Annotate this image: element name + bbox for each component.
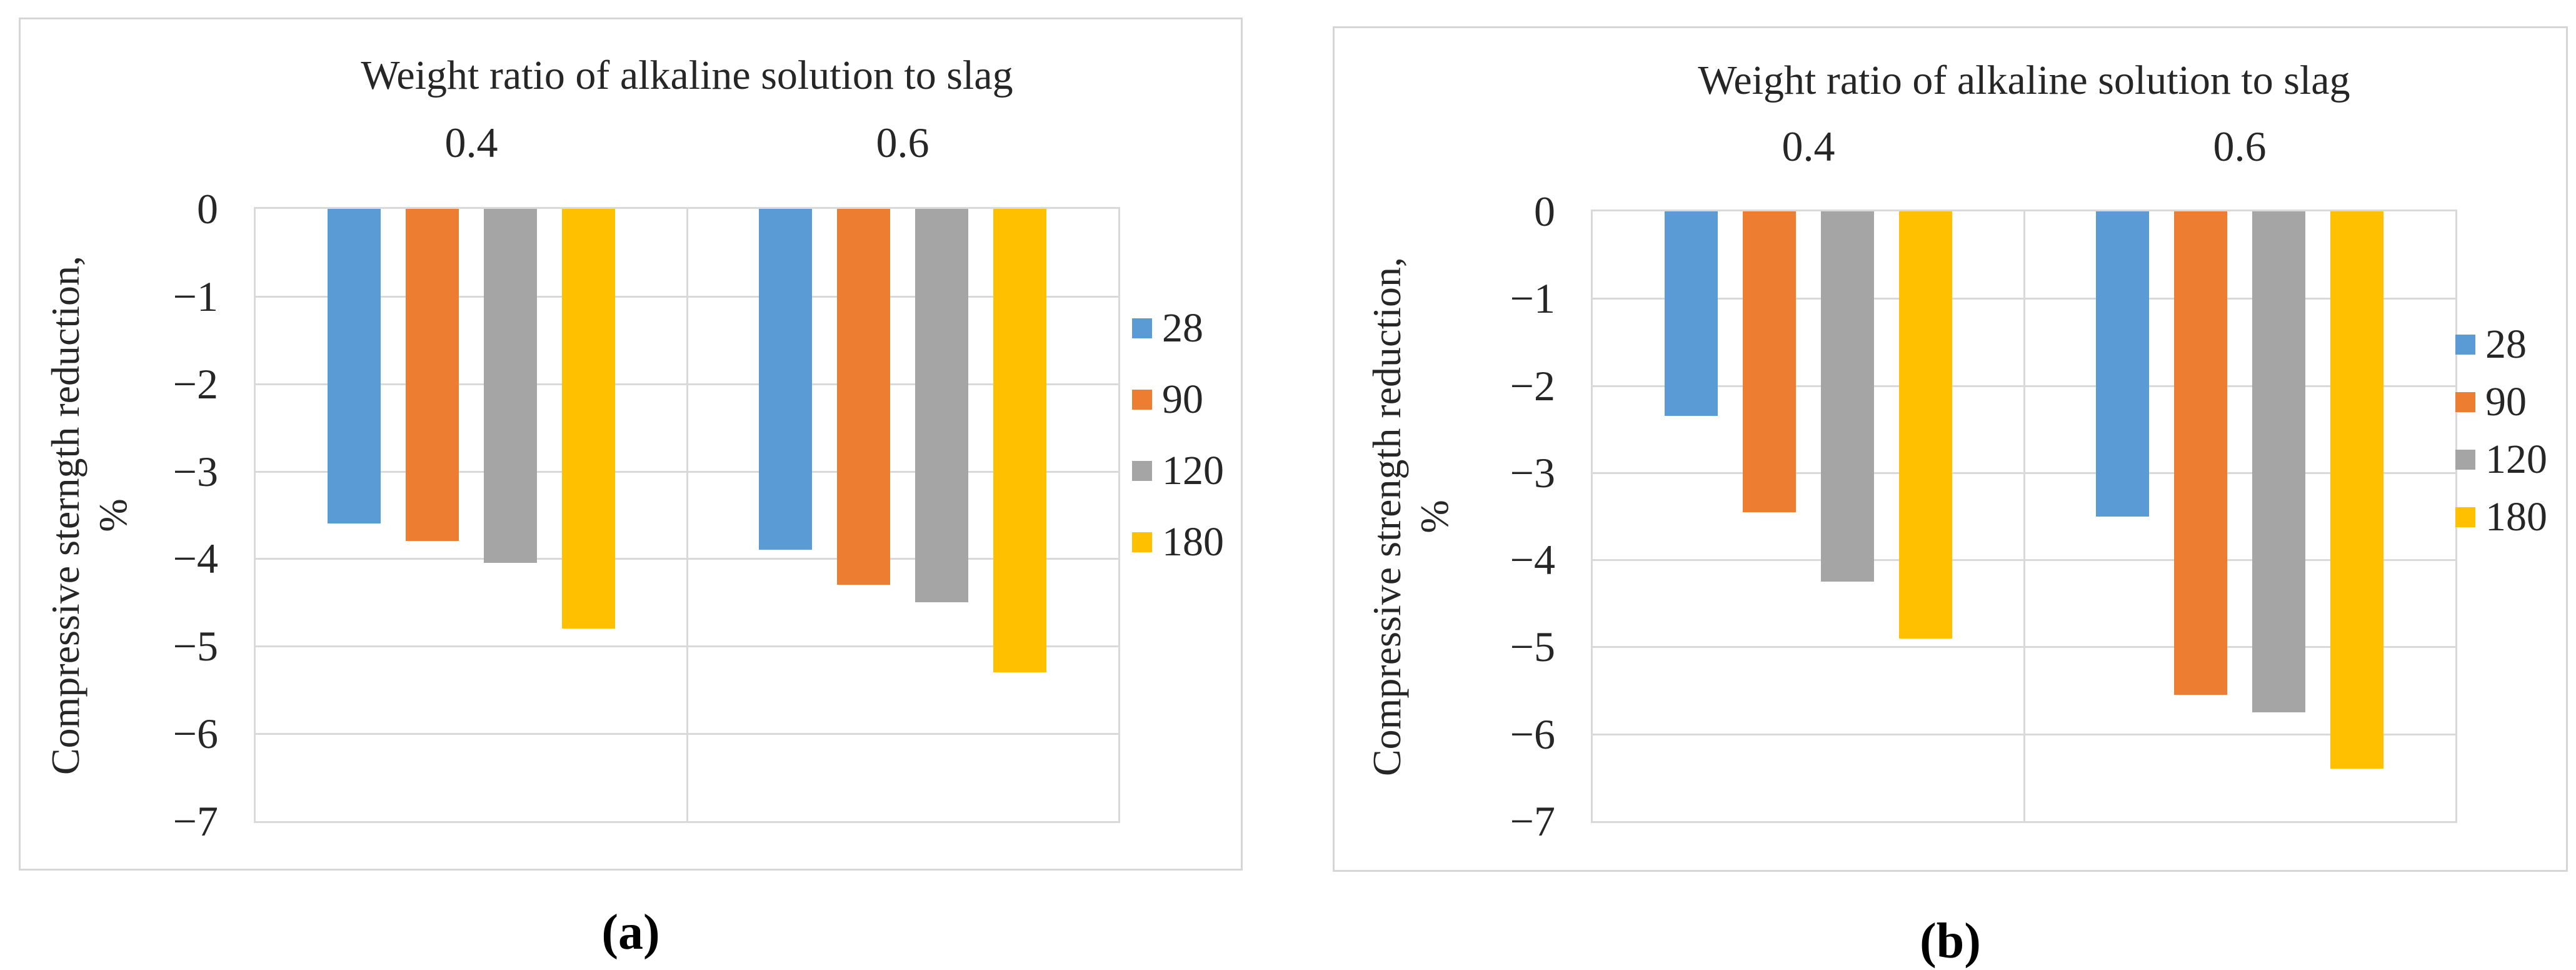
y-tick-label: −5 [1510, 623, 1555, 671]
legend-label-120: 120 [1162, 448, 1224, 493]
gridline [2023, 211, 2025, 821]
bar-28-0.6 [2096, 211, 2149, 517]
y-tick-label: −1 [173, 272, 218, 320]
bar-120-0.4 [484, 209, 537, 563]
bar-90-0.6 [2174, 211, 2227, 695]
legend-label-180: 180 [1162, 519, 1224, 565]
plot-area [254, 207, 1120, 823]
category-label: 0.4 [444, 119, 498, 166]
y-tick-label: −2 [173, 360, 218, 408]
bar-28-0.4 [1665, 211, 1718, 417]
legend-swatch-180 [1132, 532, 1152, 552]
bar-180-0.6 [993, 209, 1046, 673]
legend-label-90: 90 [1162, 376, 1203, 422]
y-tick-label: −1 [1510, 275, 1555, 323]
y-axis-label-line2: % [91, 498, 135, 532]
y-tick-label: 0 [1534, 188, 1555, 235]
legend-item-120: 120 [2455, 437, 2547, 482]
legend-label-28: 28 [2485, 321, 2527, 367]
y-tick-label: −6 [173, 710, 218, 758]
bar-28-0.4 [328, 209, 381, 524]
y-tick-label: −3 [1510, 448, 1555, 497]
y-tick-label: −7 [1510, 797, 1555, 845]
bar-120-0.4 [1821, 211, 1874, 582]
y-tick-label: −5 [173, 622, 218, 670]
bar-90-0.4 [1743, 211, 1796, 512]
legend-swatch-90 [2455, 392, 2475, 412]
y-axis-label-line1: Compressive strength reduction, [1365, 256, 1409, 776]
legend-swatch-90 [1132, 390, 1152, 410]
bar-90-0.4 [406, 209, 459, 542]
plot-area [1591, 210, 2457, 823]
legend-item-28: 28 [1132, 306, 1224, 351]
legend-swatch-28 [2455, 335, 2475, 355]
legend-item-120: 120 [1132, 448, 1224, 493]
legend-swatch-120 [1132, 461, 1152, 481]
bar-180-0.4 [562, 209, 615, 629]
y-tick-label: −6 [1510, 710, 1555, 758]
legend-item-180: 180 [2455, 495, 2547, 540]
y-tick-label: −3 [173, 447, 218, 495]
y-axis-label-line1: Compressive sterngth reduction, [43, 255, 88, 775]
bar-28-0.6 [759, 209, 812, 550]
gridline [686, 209, 688, 821]
chart-title: Weight ratio of alkaline solution to sla… [361, 53, 1013, 98]
y-tick-label: −4 [173, 535, 218, 583]
y-axis-label: Compressive strength reduction,% [1363, 79, 1458, 954]
category-label: 0.6 [876, 119, 930, 166]
bar-180-0.4 [1899, 211, 1952, 639]
y-axis-label-line2: % [1412, 499, 1456, 533]
chart-title: Weight ratio of alkaline solution to sla… [1698, 58, 2350, 103]
legend: 28 90 120 180 [1132, 306, 1224, 565]
y-axis-label: Compressive sterngth reduction,% [42, 78, 137, 953]
legend-item-90: 90 [2455, 380, 2547, 425]
bar-120-0.6 [915, 209, 968, 603]
legend: 28 90 120 180 [2455, 322, 2547, 540]
legend-swatch-28 [1132, 318, 1152, 338]
category-label: 0.4 [1782, 123, 1835, 170]
bar-120-0.6 [2252, 211, 2305, 712]
y-tick-label: −4 [1510, 536, 1555, 584]
subfigure-caption-a: (a) [601, 905, 660, 960]
legend-item-180: 180 [1132, 520, 1224, 565]
category-label: 0.6 [2213, 123, 2267, 170]
y-tick-label: 0 [197, 185, 218, 233]
subfigure-caption-b: (b) [1920, 914, 1981, 969]
bar-90-0.6 [837, 209, 890, 585]
legend-label-28: 28 [1162, 305, 1203, 351]
legend-swatch-120 [2455, 450, 2475, 470]
chart-panel-b: Weight ratio of alkaline solution to sla… [1333, 26, 2568, 872]
chart-panel-a: Weight ratio of alkaline solution to sla… [19, 18, 1243, 871]
y-tick-label: −7 [173, 797, 218, 845]
legend-label-90: 90 [2485, 379, 2527, 425]
legend-item-90: 90 [1132, 377, 1224, 422]
bar-180-0.6 [2330, 211, 2383, 769]
legend-label-120: 120 [2485, 437, 2547, 482]
legend-item-28: 28 [2455, 322, 2547, 367]
legend-label-180: 180 [2485, 494, 2547, 540]
legend-swatch-180 [2455, 507, 2475, 527]
y-tick-label: −2 [1510, 361, 1555, 410]
